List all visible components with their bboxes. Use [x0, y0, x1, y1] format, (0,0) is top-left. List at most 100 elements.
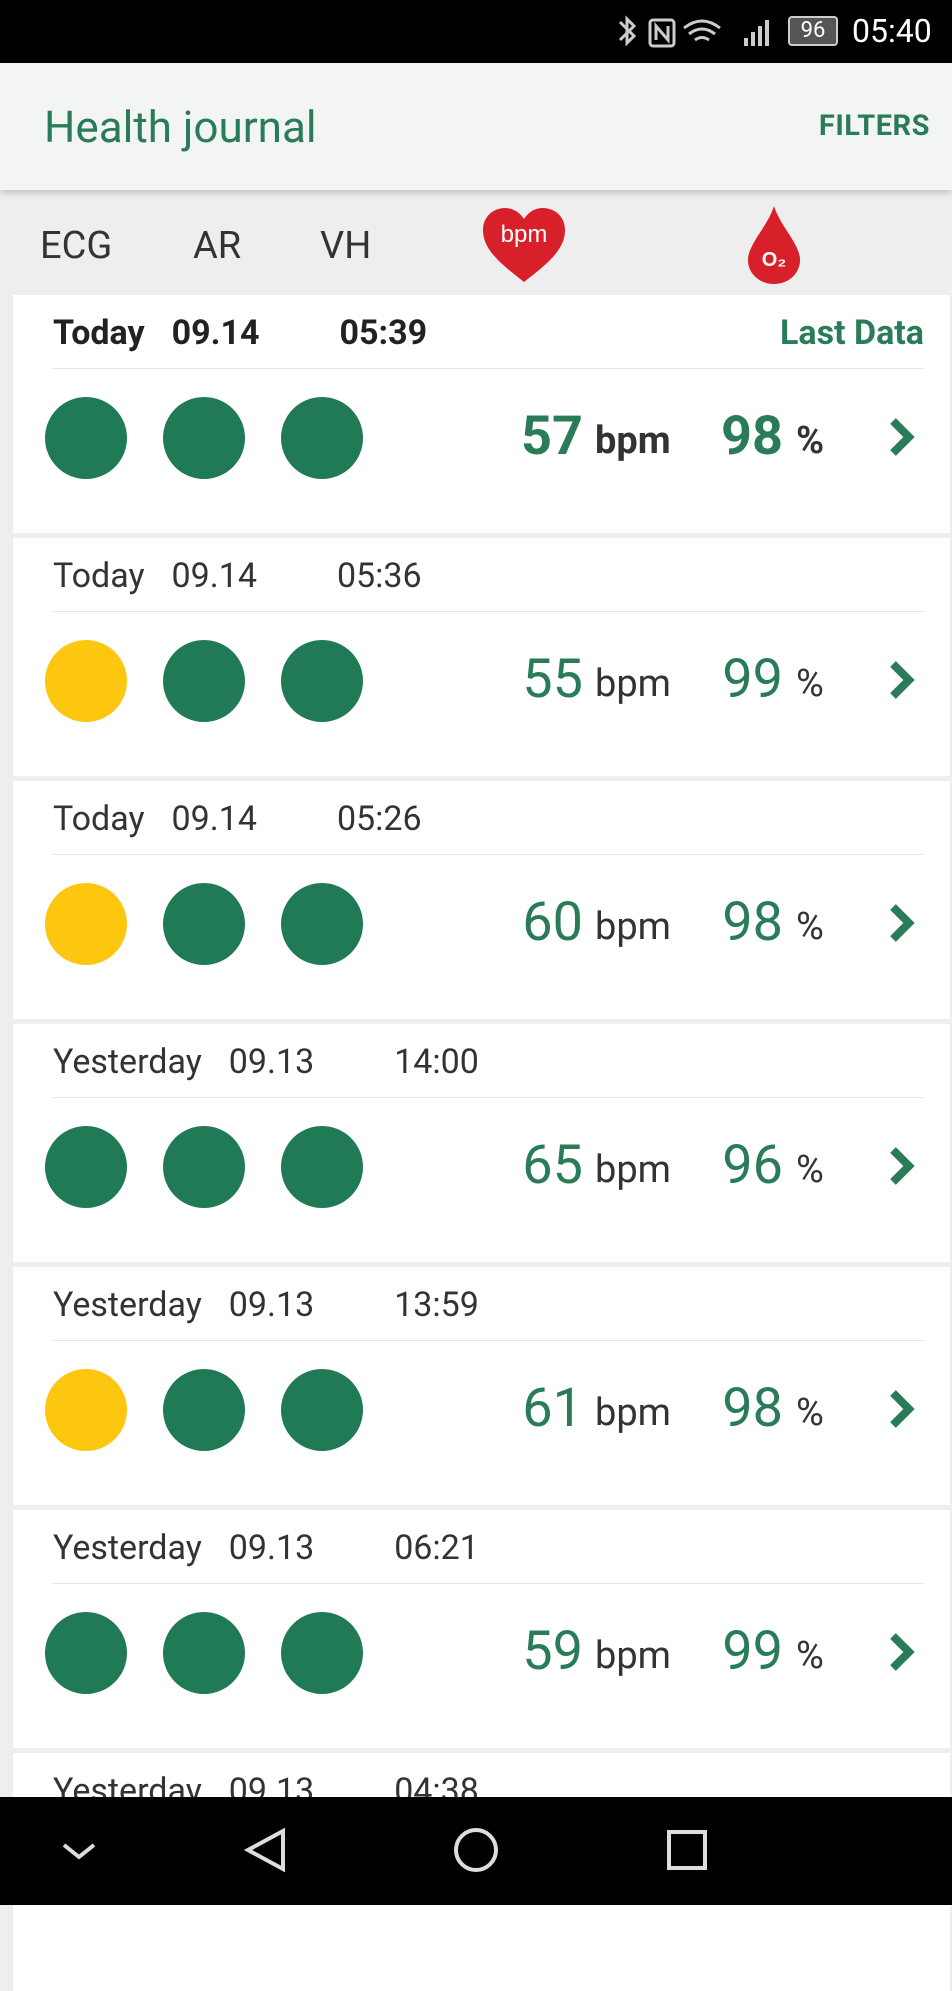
status-indicator: [163, 1369, 245, 1451]
column-header: ECG AR VH bpm O₂: [0, 190, 952, 295]
entry-datetime: Today 09.14 05:26: [53, 799, 422, 839]
status-indicator: [281, 397, 363, 479]
status-indicator: [45, 1126, 127, 1208]
heart-rate-icon-label: bpm: [501, 221, 548, 248]
nav-home[interactable]: [454, 1828, 498, 1872]
status-indicator: [163, 397, 245, 479]
vh-label: VH: [320, 224, 372, 268]
status-indicator: [281, 1612, 363, 1694]
spo2-unit: %: [796, 1634, 824, 1678]
entry-day: Yesterday: [53, 1528, 202, 1568]
heart-rate-unit: bpm: [595, 1391, 671, 1435]
open-entry[interactable]: [883, 1630, 919, 1674]
heart-rate-unit: bpm: [595, 419, 671, 463]
status-indicator: [45, 1612, 127, 1694]
nav-icons: [62, 1827, 707, 1873]
navigation-bar: [0, 1797, 952, 1905]
entry-time: 05:36: [336, 556, 422, 596]
nav-hide[interactable]: [62, 1843, 96, 1860]
heart-rate-value: 61: [522, 1377, 583, 1440]
status-indicator: [163, 883, 245, 965]
ecg-label: ECG: [40, 224, 113, 268]
entry-datetime: Yesterday 09.13 14:00: [53, 1042, 479, 1082]
journal-entry[interactable]: Today 09.14 05:26 60 bpm 98%: [13, 781, 950, 1019]
entry-date: 09.14: [171, 799, 257, 839]
spo2-unit: %: [796, 905, 824, 949]
divider: [53, 1340, 924, 1341]
entry-date: 09.13: [228, 1042, 315, 1082]
status-indicator: [45, 397, 127, 479]
entry-date: 09.13: [228, 1528, 315, 1568]
divider: [53, 611, 924, 612]
status-indicator: [163, 640, 245, 722]
heart-rate-value: 65: [522, 1134, 583, 1197]
last-data-badge: Last Data: [779, 313, 924, 353]
open-entry[interactable]: [883, 1387, 919, 1431]
spo2-unit: %: [796, 1391, 824, 1435]
journal-entry[interactable]: Yesterday 09.13 14:00 65 bpm 96%: [13, 1024, 950, 1262]
heart-rate-icon: bpm: [483, 208, 565, 282]
entry-time: 05:26: [336, 799, 422, 839]
divider: [53, 368, 924, 369]
entry-date: 09.14: [171, 556, 257, 596]
status-indicator: [163, 1612, 245, 1694]
spo2-value: 99: [722, 648, 783, 711]
battery-icon: 96: [788, 16, 838, 46]
heart-rate-value: 59: [522, 1620, 583, 1683]
journal-entry[interactable]: Today 09.14 05:36 55 bpm 99%: [13, 538, 950, 776]
status-indicator: [45, 883, 127, 965]
spo2-value: 99: [722, 1620, 783, 1683]
heart-rate-unit: bpm: [595, 1148, 671, 1192]
entry-day: Yesterday: [53, 1285, 202, 1325]
spo2-value: 98: [722, 1377, 783, 1440]
spo2-unit: %: [796, 419, 825, 463]
entry-date: 09.14: [171, 313, 260, 353]
entry-time: 13:59: [394, 1285, 479, 1325]
heart-rate-value: 57: [521, 405, 583, 468]
nav-back[interactable]: [243, 1827, 285, 1873]
heart-rate-value: 55: [522, 648, 583, 711]
status-icons: [618, 15, 769, 48]
app-bar: Health journal FILTERS: [0, 63, 952, 190]
status-indicator: [281, 883, 363, 965]
heart-rate-unit: bpm: [595, 662, 671, 706]
spo2-unit: %: [796, 662, 824, 706]
journal-entry[interactable]: Today 09.14 05:39 Last Data 57 bpm 98%: [13, 295, 950, 533]
app-title: Health journal: [44, 101, 317, 153]
oxygen-icon: O₂: [748, 206, 800, 284]
entry-time: 06:21: [394, 1528, 479, 1568]
filters-button[interactable]: FILTERS: [818, 109, 930, 143]
spo2-value: 98: [722, 891, 783, 954]
entry-datetime: Yesterday 09.13 06:21: [53, 1528, 479, 1568]
journal-entry[interactable]: Yesterday 09.13 06:21 59 bpm 99%: [13, 1510, 950, 1748]
open-entry[interactable]: [883, 901, 919, 945]
open-entry[interactable]: [883, 1144, 919, 1188]
status-indicator: [281, 1369, 363, 1451]
heart-rate-unit: bpm: [595, 1634, 671, 1678]
heart-rate-value: 60: [522, 891, 583, 954]
entry-date: 09.13: [228, 1285, 315, 1325]
divider: [53, 1097, 924, 1098]
journal-entry[interactable]: Yesterday 09.13 13:59 61 bpm 98%: [13, 1267, 950, 1505]
divider: [53, 1583, 924, 1584]
entry-day: Yesterday: [53, 1042, 202, 1082]
status-indicator: [45, 640, 127, 722]
entry-time: 14:00: [394, 1042, 479, 1082]
entry-time: 05:39: [339, 313, 428, 353]
clock: 05:40: [852, 12, 932, 50]
status-indicator: [281, 640, 363, 722]
spo2-value: 98: [721, 405, 783, 468]
open-entry[interactable]: [883, 658, 919, 702]
entry-day: Today: [53, 313, 145, 353]
open-entry[interactable]: [883, 415, 919, 459]
status-indicator: [163, 1126, 245, 1208]
entry-day: Today: [53, 799, 145, 839]
status-indicator: [281, 1126, 363, 1208]
spo2-value: 96: [722, 1134, 783, 1197]
heart-rate-unit: bpm: [595, 905, 671, 949]
ar-label: AR: [193, 224, 242, 268]
status-bar: 96 05:40: [0, 0, 952, 63]
nav-recent[interactable]: [667, 1830, 707, 1870]
entry-day: Today: [53, 556, 145, 596]
